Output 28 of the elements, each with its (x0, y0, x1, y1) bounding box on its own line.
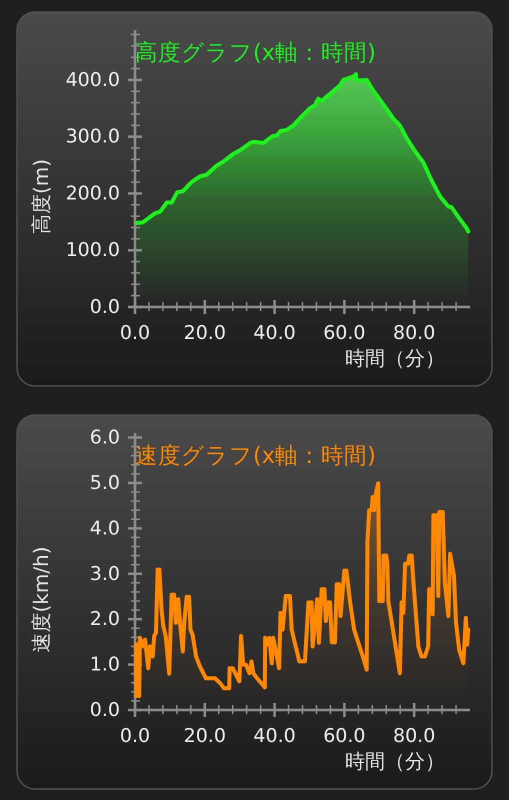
x-tick-label: 0.0 (120, 322, 150, 344)
x-tick-label: 0.0 (120, 725, 150, 747)
x-tick-label: 40.0 (253, 725, 296, 747)
x-axis-title: 時間（分） (345, 346, 445, 370)
x-tick-label: 20.0 (184, 725, 226, 747)
y-tick-label: 4.0 (90, 517, 120, 540)
text: 速度グラフ(x軸：時間) (135, 443, 376, 469)
y-tick-label: 0.0 (90, 296, 120, 318)
y-axis-title: 高度(m) (29, 158, 53, 234)
y-axis-title: 速度(km/h) (29, 546, 53, 653)
y-tick-label: 3.0 (90, 562, 120, 585)
y-tick-label: 5.0 (90, 472, 120, 494)
x-tick-label: 80.0 (393, 322, 436, 344)
y-tick-label: 400.0 (66, 68, 120, 91)
x-tick-label: 80.0 (393, 725, 436, 747)
x-tick-label: 20.0 (184, 322, 226, 344)
x-tick-label: 40.0 (253, 322, 296, 344)
x-tick-label: 60.0 (323, 725, 366, 747)
y-tick-label: 2.0 (90, 608, 120, 630)
y-tick-label: 100.0 (66, 239, 120, 262)
y-tick-label: 1.0 (90, 654, 120, 676)
y-tick-label: 0.0 (90, 699, 120, 721)
x-axis-title: 時間（分） (345, 749, 445, 773)
text: 高度グラフ(x軸：時間) (135, 40, 376, 66)
y-tick-label: 200.0 (66, 182, 120, 204)
x-tick-label: 60.0 (323, 322, 366, 344)
y-tick-label: 300.0 (66, 126, 120, 148)
y-tick-label: 6.0 (90, 426, 120, 449)
